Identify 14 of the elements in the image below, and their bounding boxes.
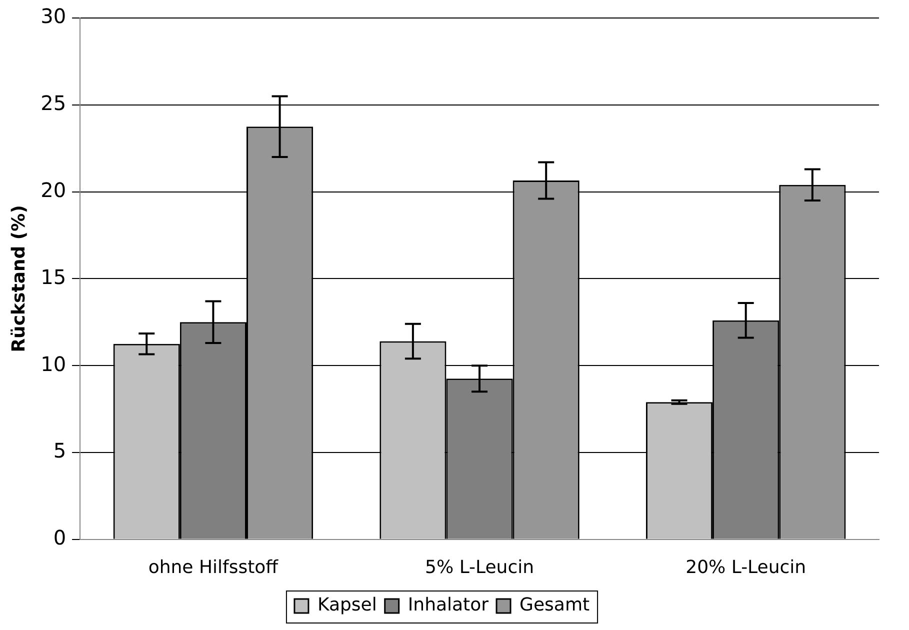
y-tick-label: 10 <box>40 352 66 376</box>
y-tick-label: 25 <box>40 91 66 116</box>
y-tick-label: 30 <box>40 4 66 28</box>
legend-label: Kapsel <box>317 594 377 616</box>
y-tick-label: 15 <box>40 264 66 289</box>
y-tick-label: 0 <box>53 526 66 550</box>
legend-label: Gesamt <box>520 594 590 616</box>
x-tick-label: 20% L-Leucin <box>686 556 806 578</box>
y-axis-title: Rückstand (%) <box>8 205 30 352</box>
y-tick-label: 5 <box>53 438 66 463</box>
legend-label: Inhalator <box>408 594 490 616</box>
x-tick-label: 5% L-Leucin <box>425 556 534 578</box>
y-tick-label: 20 <box>40 178 66 202</box>
x-tick-label: ohne Hilfsstoff <box>148 556 279 578</box>
